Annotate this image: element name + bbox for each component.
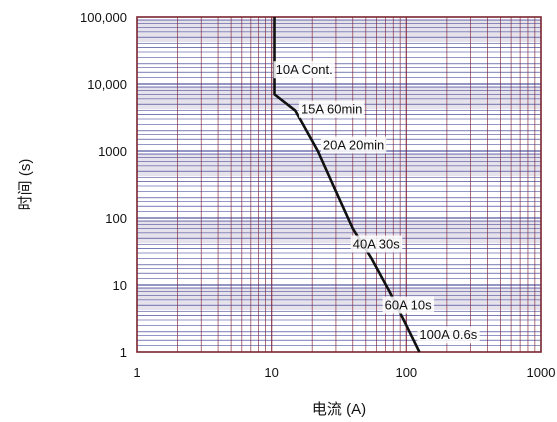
annotation-background [382, 296, 435, 314]
grid-band [137, 19, 541, 43]
y-tick-label: 1 [120, 345, 127, 360]
vertical-grid [177, 17, 536, 352]
x-tick-label: 100 [395, 365, 417, 380]
annotation-label: 100A 0.6s [419, 327, 477, 342]
y-tick-label: 1000 [98, 144, 127, 159]
annotation: 15A 60min [298, 100, 365, 118]
grid-band [137, 220, 541, 244]
annotation-label: 10A Cont. [276, 62, 333, 77]
x-tick-label: 1000 [527, 365, 556, 380]
plot-frame [136, 16, 542, 353]
annotation-label: 40A 30s [353, 237, 400, 252]
y-tick-label: 100 [105, 211, 127, 226]
x-tick-label: 10 [264, 365, 278, 380]
grid-band [137, 86, 541, 110]
annotation: 60A 10s [382, 296, 435, 314]
x-tick-labels: 1 10 100 1000 [133, 365, 555, 380]
y-axis-label: 时间 (s) [17, 159, 34, 211]
annotation-background [273, 61, 335, 79]
annotation-label: 20A 20min [323, 138, 384, 153]
annotation-background [298, 100, 365, 118]
annotation: 10A Cont. [273, 61, 335, 79]
y-tick-label: 10 [113, 278, 127, 293]
grid-band [137, 153, 541, 177]
x-axis-label: 电流 (A) [312, 401, 366, 418]
annotation-background [350, 235, 403, 253]
annotation: 100A 0.6s [417, 326, 480, 344]
annotation: 40A 30s [350, 235, 403, 253]
grid-band [137, 287, 541, 311]
annotation-background [417, 326, 480, 344]
y-tick-labels: 1 10 100 1000 10,000 100,000 [80, 10, 127, 360]
y-tick-label: 100,000 [80, 10, 127, 25]
minor-band-group [137, 19, 541, 311]
annotation-label: 60A 10s [385, 298, 432, 313]
annotation-background [320, 136, 387, 154]
y-tick-label: 10,000 [87, 77, 127, 92]
annotation-group: 10A Cont. 15A 60min 20A 20min 40A 30s 60A 10… [273, 61, 480, 344]
annotation: 20A 20min [320, 136, 387, 154]
horizontal-grid [137, 19, 541, 346]
annotation-label: 15A 60min [301, 102, 362, 117]
x-tick-label: 1 [133, 365, 140, 380]
